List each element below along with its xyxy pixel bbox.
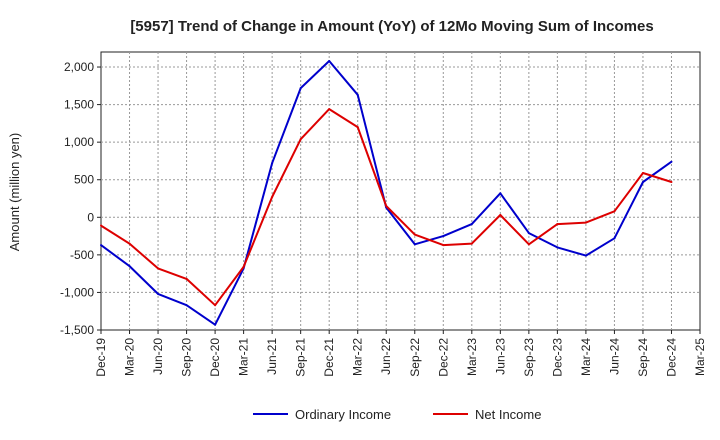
y-axis-label: Amount (million yen) [7, 133, 22, 252]
y-tick-label: 500 [74, 173, 94, 187]
data-point-ordinary-income [128, 265, 131, 268]
data-point-net-income [271, 196, 274, 199]
x-axis: Dec-19 Mar-20 Jun-20 Sep-20 Dec-20 Mar-21 Jun-… [94, 330, 707, 377]
x-tick-label: Jun-22 [379, 338, 393, 375]
x-tick-label: Sep-20 [180, 338, 194, 377]
data-point-net-income [242, 265, 245, 268]
data-point-ordinary-income [641, 180, 644, 183]
x-tick-label: Dec-22 [436, 338, 450, 377]
data-point-net-income [100, 224, 102, 227]
x-tick-label: Sep-24 [636, 338, 650, 377]
x-tick-label: Dec-20 [208, 338, 222, 377]
y-tick-label: 2,000 [64, 60, 94, 74]
data-point-ordinary-income [613, 237, 616, 240]
series-layer [100, 60, 673, 326]
x-tick-label: Sep-22 [408, 338, 422, 377]
x-tick-label: Mar-23 [465, 338, 479, 376]
data-point-net-income [356, 126, 359, 129]
y-tick-label: 1,000 [64, 135, 94, 149]
y-axis: 2,000 1,500 1,000 500 0 -500 -1,000 -1,500 [60, 60, 101, 337]
data-point-ordinary-income [356, 93, 359, 96]
data-point-net-income [499, 214, 502, 217]
x-tick-label: Mar-25 [693, 338, 707, 376]
x-tick-label: Mar-24 [579, 338, 593, 376]
x-tick-label: Sep-23 [522, 338, 536, 377]
x-tick-label: Dec-24 [664, 338, 678, 377]
legend: Ordinary Income Net Income [253, 407, 541, 422]
data-point-ordinary-income [299, 87, 302, 90]
x-tick-label: Sep-21 [294, 338, 308, 377]
data-point-ordinary-income [185, 304, 188, 307]
data-point-net-income [328, 108, 331, 111]
data-point-net-income [556, 223, 559, 226]
data-point-net-income [413, 233, 416, 236]
y-tick-label: 0 [87, 210, 94, 224]
data-point-net-income [128, 242, 131, 245]
x-tick-label: Mar-21 [237, 338, 251, 376]
data-point-ordinary-income [214, 323, 217, 326]
data-point-ordinary-income [499, 192, 502, 195]
chart-title: [5957] Trend of Change in Amount (YoY) o… [130, 18, 653, 35]
data-point-ordinary-income [470, 223, 473, 226]
data-point-ordinary-income [556, 246, 559, 249]
data-point-net-income [442, 244, 445, 247]
data-point-net-income [157, 267, 160, 270]
data-point-net-income [527, 243, 530, 246]
data-point-ordinary-income [100, 244, 102, 247]
data-point-ordinary-income [670, 160, 673, 163]
data-point-net-income [299, 138, 302, 141]
data-point-net-income [584, 221, 587, 224]
data-point-ordinary-income [157, 292, 160, 295]
x-tick-label: Jun-21 [265, 338, 279, 375]
y-tick-label: -500 [70, 248, 94, 262]
x-tick-label: Jun-20 [151, 338, 165, 375]
data-point-ordinary-income [271, 162, 274, 165]
data-point-ordinary-income [413, 243, 416, 246]
data-point-ordinary-income [527, 232, 530, 235]
y-tick-label: -1,500 [60, 323, 94, 337]
data-point-net-income [470, 242, 473, 245]
x-tick-label: Jun-24 [607, 338, 621, 375]
data-point-net-income [214, 304, 217, 307]
x-tick-label: Dec-21 [322, 338, 336, 377]
x-tick-label: Mar-22 [351, 338, 365, 376]
plot-border [100, 51, 701, 331]
data-point-net-income [385, 205, 388, 208]
data-point-ordinary-income [328, 60, 331, 63]
x-tick-label: Mar-20 [123, 338, 137, 376]
data-point-net-income [185, 277, 188, 280]
x-tick-label: Jun-23 [493, 338, 507, 375]
x-tick-label: Dec-19 [94, 338, 108, 377]
y-tick-label: 1,500 [64, 98, 94, 112]
data-point-ordinary-income [442, 235, 445, 238]
data-point-ordinary-income [584, 254, 587, 257]
plot-area [100, 51, 701, 331]
data-point-net-income [670, 180, 673, 183]
data-point-net-income [613, 210, 616, 213]
y-tick-label: -1,000 [60, 285, 94, 299]
data-point-net-income [641, 171, 644, 174]
legend-label-net-income: Net Income [475, 407, 541, 422]
legend-label-ordinary-income: Ordinary Income [295, 407, 391, 422]
x-tick-label: Dec-23 [550, 338, 564, 377]
